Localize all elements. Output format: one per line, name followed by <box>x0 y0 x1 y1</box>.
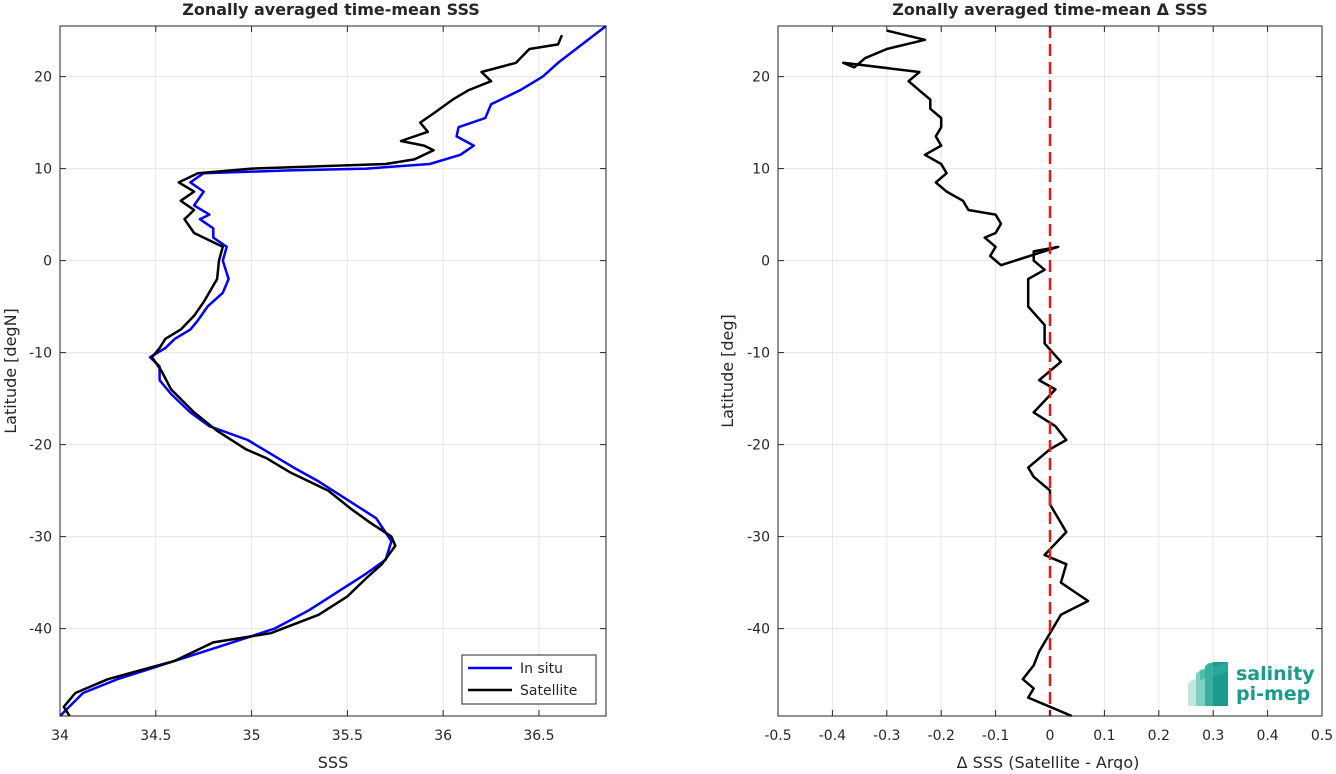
right-x-tick-label: -0.1 <box>982 728 1009 744</box>
right-x-tick-label: 0.1 <box>1093 728 1115 744</box>
left-x-axis-label: SSS <box>318 753 348 770</box>
left-x-tick-label: 35.5 <box>332 728 363 744</box>
left-y-tick-label: -30 <box>29 530 52 546</box>
logo-text-salinity: salinity <box>1236 663 1315 685</box>
legend-box <box>461 654 597 705</box>
left-y-tick-label: -10 <box>29 346 52 362</box>
legend-label-satellite: Satellite <box>520 683 577 699</box>
left-x-tick-label: 36 <box>434 728 452 744</box>
right-y-axis-label: Latitude [deg] <box>718 314 737 428</box>
left-chart-title: Zonally averaged time-mean SSS <box>182 0 480 19</box>
right-x-axis-label: Δ SSS (Satellite - Argo) <box>957 753 1140 770</box>
left-ticks: 34 34.5 35 35.5 36 36.5 20 10 0 -10 -20 -30 -40 <box>29 26 606 744</box>
legend-label-in-situ: In situ <box>520 661 563 677</box>
left-y-axis-label: Latitude [degN] <box>1 308 20 434</box>
right-y-tick-label: 0 <box>761 254 770 270</box>
left-y-tick-label: 20 <box>34 70 52 86</box>
right-y-tick-label: 10 <box>752 162 770 178</box>
left-grid <box>59 26 606 716</box>
legend: In situ Satellite <box>461 654 597 705</box>
left-x-tick-label: 34 <box>51 728 69 744</box>
left-series-line-in-situ <box>59 25 607 717</box>
right-x-tick-label: 0 <box>1046 728 1055 744</box>
right-y-tick-label: -10 <box>747 346 770 362</box>
left-plot-box <box>59 25 607 717</box>
right-x-tick-label: -0.5 <box>764 728 791 744</box>
left-y-tick-label: 10 <box>34 162 52 178</box>
delta-sss-panel: Zonally averaged time-mean Δ SSS -0.5 -0.… <box>718 0 1333 772</box>
right-y-tick-label: -40 <box>747 622 770 638</box>
left-series-group <box>59 25 607 717</box>
right-y-tick-label: -30 <box>747 530 770 546</box>
right-x-tick-label: -0.3 <box>873 728 900 744</box>
left-x-tick-label: 36.5 <box>523 728 554 744</box>
salinity-pi-mep-logo: salinity pi-mep <box>1188 662 1315 706</box>
left-series-line-satellite <box>62 34 564 717</box>
logo-mark-icon <box>1188 662 1228 706</box>
logo-text-pi-mep: pi-mep <box>1236 683 1310 705</box>
right-series-line-delta-sss <box>842 29 1090 718</box>
left-y-tick-label: 0 <box>43 254 52 270</box>
right-x-tick-label: 0.5 <box>1311 728 1333 744</box>
right-x-tick-label: 0.4 <box>1256 728 1278 744</box>
left-y-tick-label: -20 <box>29 438 52 454</box>
right-series-group <box>842 29 1090 718</box>
sss-panel: Zonally averaged time-mean SSS 34 34.5 35 3… <box>1 0 607 772</box>
right-x-tick-label: 0.3 <box>1202 728 1224 744</box>
right-x-tick-label: 0.2 <box>1148 728 1170 744</box>
left-y-tick-label: -40 <box>29 622 52 638</box>
right-y-tick-label: 20 <box>752 70 770 86</box>
right-x-tick-label: -0.4 <box>819 728 846 744</box>
right-x-tick-label: -0.2 <box>928 728 955 744</box>
left-x-tick-label: 34.5 <box>140 728 171 744</box>
left-x-tick-label: 35 <box>243 728 261 744</box>
right-y-tick-label: -20 <box>747 438 770 454</box>
right-ticks: -0.5 -0.4 -0.3 -0.2 -0.1 0 0.1 0.2 0.3 0.4 0.5 20 10… <box>747 26 1333 744</box>
right-chart-title: Zonally averaged time-mean Δ SSS <box>892 0 1208 19</box>
